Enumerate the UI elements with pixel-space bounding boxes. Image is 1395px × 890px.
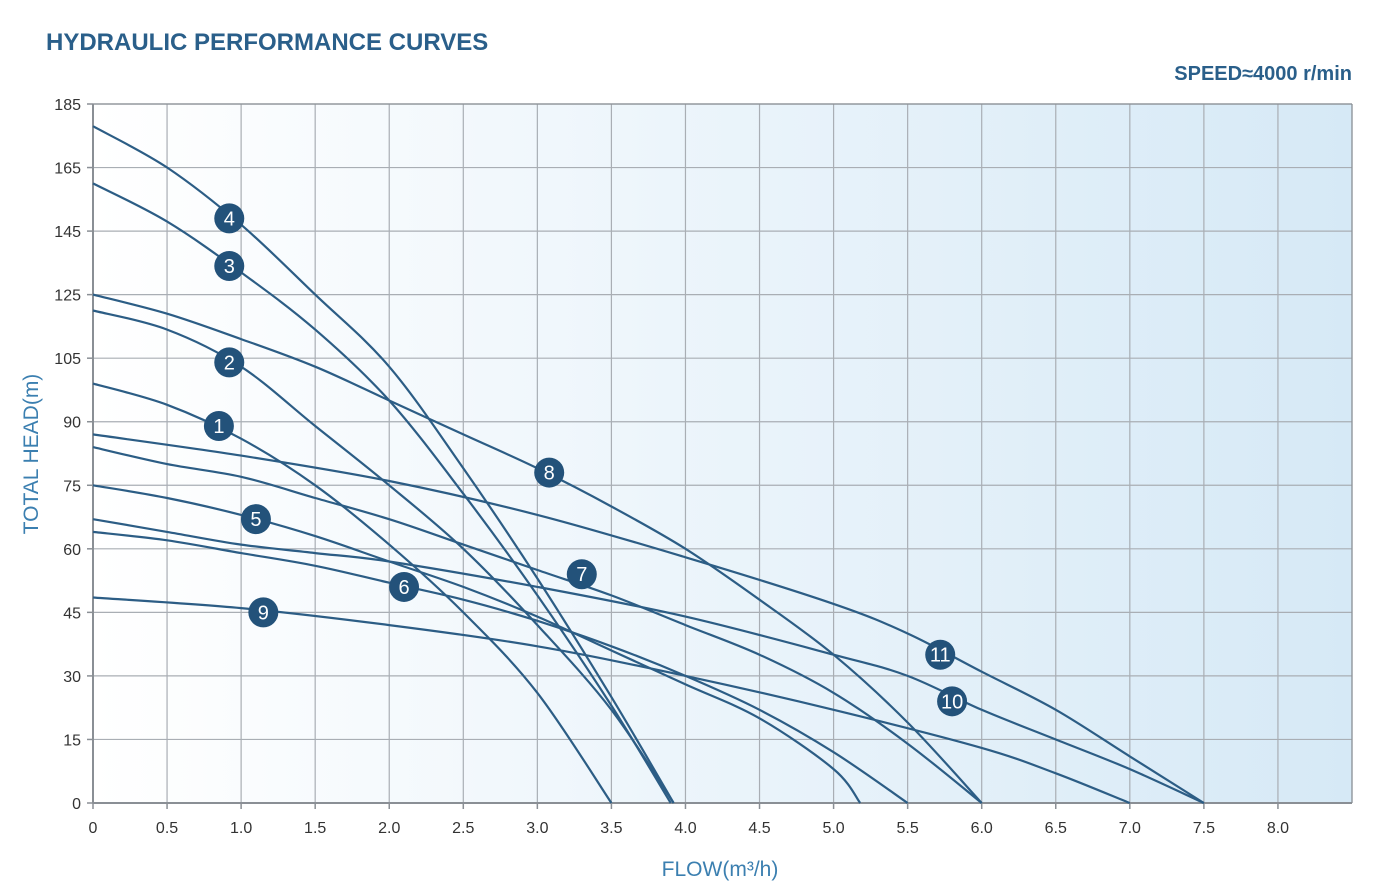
y-tick-label: 90: [63, 415, 81, 432]
y-tick-label: 75: [63, 478, 81, 495]
x-tick-label: 0: [89, 820, 98, 837]
x-tick-label: 7.0: [1119, 820, 1141, 837]
curve-badge-circle: [925, 639, 956, 670]
chart-title: HYDRAULIC PERFORMANCE CURVES: [46, 29, 488, 56]
x-tick-label: 2.5: [452, 820, 474, 837]
y-tick-label: 30: [63, 669, 81, 686]
curve-badge-10: 10: [937, 686, 968, 717]
speed-label: SPEED≈4000 r/min: [1174, 63, 1352, 85]
curve-badge-3: 3: [214, 251, 245, 282]
curve-badge-2: 2: [214, 347, 245, 378]
x-tick-label: 3.0: [526, 820, 548, 837]
curve-3: [92, 182, 672, 804]
x-tick-label: 6.0: [971, 820, 993, 837]
curve-5: [92, 484, 862, 804]
y-tick-label: 145: [54, 224, 81, 241]
curve-badge-circle: [389, 571, 420, 602]
curve-badge-label: 5: [250, 509, 261, 531]
curve-badge-label: 6: [398, 577, 409, 599]
x-tick-label: 0.5: [156, 820, 178, 837]
curve-badge-label: 7: [576, 564, 587, 586]
curve-badge-circle: [214, 347, 245, 378]
curve-2: [92, 309, 675, 804]
curve-badge-8: 8: [534, 457, 565, 488]
x-tick-labels: 0 0.5 1.0 1.5 2.0 2.5 3.0 3.5 4.0 4.5 5.0 5.5 6.0 6.5…: [89, 820, 1290, 837]
y-tick-label: 105: [54, 351, 81, 368]
curve-badge-label: 9: [258, 602, 269, 624]
curve-badge-label: 10: [941, 691, 963, 713]
curve-badge-11: 11: [925, 639, 956, 670]
curve-badge-circle: [203, 410, 234, 441]
plot-background: [93, 104, 1352, 803]
curve-badge-label: 4: [224, 208, 235, 230]
curve-badge-label: 3: [224, 256, 235, 278]
x-tick-label: 8.0: [1267, 820, 1289, 837]
curve-badge-circle: [214, 251, 245, 282]
x-tick-label: 5.0: [822, 820, 844, 837]
y-tick-label: 45: [63, 605, 81, 622]
x-tick-label: 3.5: [600, 820, 622, 837]
x-tick-label: 7.5: [1193, 820, 1215, 837]
curve-10: [92, 518, 1205, 805]
y-tick-label: 60: [63, 542, 81, 559]
curve-4: [92, 125, 675, 804]
curve-badge-label: 1: [213, 416, 224, 438]
x-tick-label: 2.0: [378, 820, 400, 837]
y-tick-label: 125: [54, 288, 81, 305]
grid: [92, 103, 1353, 804]
curve-badge-label: 11: [930, 645, 951, 667]
curve-badge-7: 7: [566, 559, 597, 590]
curve-6: [92, 530, 909, 804]
curve-7: [92, 446, 983, 804]
y-axis-title: TOTAL HEAD(m): [20, 374, 43, 535]
curve-badges: 1 2 3 4 5 6 7 8 9 10 11: [203, 203, 968, 717]
x-tick-label: 1.0: [230, 820, 252, 837]
x-tick-label: 5.5: [897, 820, 919, 837]
y-tick-label: 0: [72, 796, 81, 813]
curve-11: [92, 433, 1205, 804]
y-tick-label: 185: [54, 97, 81, 114]
curve-badge-circle: [214, 203, 245, 234]
x-tick-label: 4.0: [674, 820, 696, 837]
x-axis-title: FLOW(m³/h): [662, 858, 779, 881]
x-tick-label: 4.5: [748, 820, 770, 837]
curve-1: [92, 382, 613, 804]
curve-badge-circle: [534, 457, 565, 488]
y-tick-label: 15: [63, 732, 81, 749]
curve-badge-circle: [248, 597, 279, 628]
curve-badge-label: 8: [544, 463, 555, 485]
y-tick-labels: 0 15 30 45 60 75 90 105 125 145 165 185: [54, 97, 81, 813]
x-tick-label: 1.5: [304, 820, 326, 837]
axes: [87, 103, 1353, 809]
curve-badge-5: 5: [240, 504, 271, 535]
curve-badge-circle: [937, 686, 968, 717]
curve-badge-label: 2: [224, 352, 235, 374]
curve-badge-circle: [240, 504, 271, 535]
curve-badge-1: 1: [203, 410, 234, 441]
y-tick-label: 165: [54, 161, 81, 178]
curve-badge-6: 6: [389, 571, 420, 602]
curve-badge-circle: [566, 559, 597, 590]
curve-badge-4: 4: [214, 203, 245, 234]
x-tick-label: 6.5: [1045, 820, 1067, 837]
curve-badge-9: 9: [248, 597, 279, 628]
